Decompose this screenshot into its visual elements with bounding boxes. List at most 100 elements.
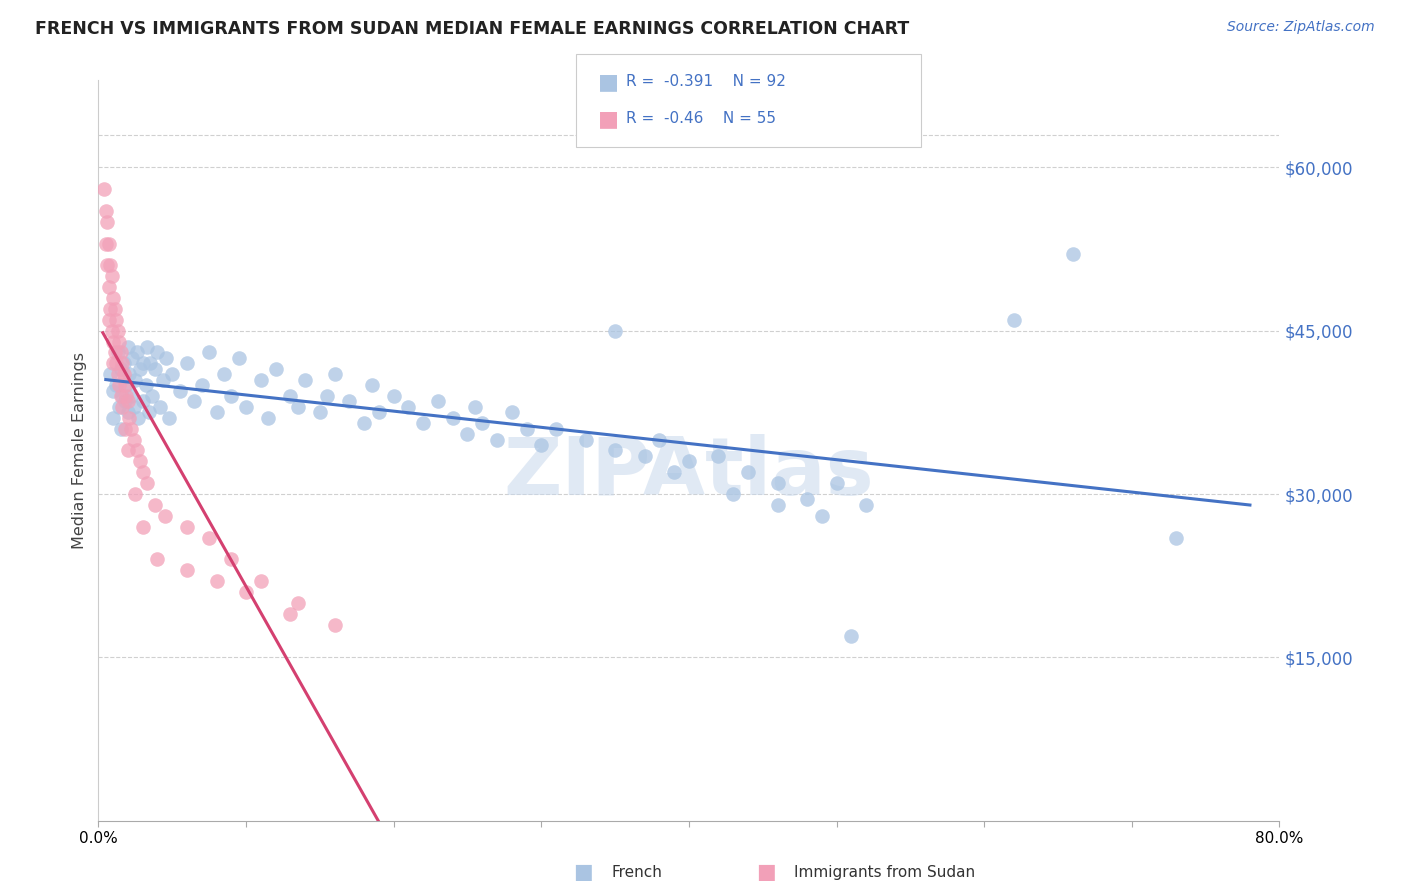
- Point: [501, 405, 523, 419]
- Text: ■: ■: [598, 109, 619, 129]
- Point: [339, 394, 361, 409]
- Point: [94, 236, 117, 251]
- Text: R =  -0.391    N = 92: R = -0.391 N = 92: [626, 74, 786, 89]
- Point: [110, 422, 132, 436]
- Point: [648, 433, 671, 447]
- Point: [398, 400, 420, 414]
- Point: [810, 508, 832, 523]
- Point: [108, 400, 131, 414]
- Point: [766, 476, 789, 491]
- Point: [122, 400, 145, 414]
- Point: [117, 443, 139, 458]
- Text: ■: ■: [598, 71, 619, 92]
- Point: [152, 373, 174, 387]
- Point: [205, 574, 228, 588]
- Point: [546, 422, 568, 436]
- Point: [115, 378, 138, 392]
- Point: [221, 552, 243, 566]
- Point: [138, 405, 160, 419]
- Point: [97, 236, 120, 251]
- Point: [141, 389, 163, 403]
- Point: [855, 498, 877, 512]
- Point: [707, 449, 730, 463]
- Point: [118, 368, 141, 382]
- Point: [235, 400, 257, 414]
- Point: [96, 215, 118, 229]
- Point: [605, 324, 627, 338]
- Point: [103, 291, 125, 305]
- Point: [105, 313, 128, 327]
- Point: [516, 422, 538, 436]
- Text: ■: ■: [756, 863, 776, 882]
- Point: [105, 378, 128, 392]
- Point: [221, 389, 243, 403]
- Point: [157, 410, 180, 425]
- Point: [825, 476, 848, 491]
- Point: [737, 465, 759, 479]
- Point: [316, 389, 339, 403]
- Point: [132, 465, 155, 479]
- Point: [100, 324, 122, 338]
- Point: [149, 400, 172, 414]
- Point: [117, 394, 139, 409]
- Point: [176, 519, 198, 533]
- Point: [93, 182, 115, 196]
- Point: [98, 368, 121, 382]
- Point: [1002, 313, 1025, 327]
- Point: [114, 394, 136, 409]
- Point: [191, 378, 214, 392]
- Point: [323, 368, 346, 382]
- Point: [198, 345, 221, 359]
- Point: [280, 389, 302, 403]
- Point: [121, 351, 143, 365]
- Point: [132, 356, 155, 370]
- Text: R =  -0.46    N = 55: R = -0.46 N = 55: [626, 112, 776, 127]
- Point: [723, 487, 745, 501]
- Point: [111, 356, 134, 370]
- Point: [323, 617, 346, 632]
- Point: [103, 384, 125, 398]
- Point: [118, 410, 141, 425]
- Point: [441, 410, 464, 425]
- Point: [183, 394, 205, 409]
- Point: [120, 422, 142, 436]
- Point: [128, 361, 150, 376]
- Point: [1062, 247, 1084, 261]
- Point: [136, 340, 159, 354]
- Point: [471, 416, 494, 430]
- Point: [132, 519, 155, 533]
- Point: [139, 356, 162, 370]
- Point: [110, 345, 132, 359]
- Point: [212, 368, 235, 382]
- Point: [664, 465, 686, 479]
- Point: [135, 378, 157, 392]
- Point: [169, 384, 191, 398]
- Point: [111, 389, 134, 403]
- Point: [111, 400, 134, 414]
- Point: [115, 389, 138, 403]
- Point: [146, 552, 169, 566]
- Point: [98, 259, 121, 273]
- Point: [107, 345, 129, 359]
- Point: [124, 373, 146, 387]
- Point: [103, 410, 125, 425]
- Point: [143, 361, 166, 376]
- Point: [796, 492, 818, 507]
- Point: [575, 433, 598, 447]
- Point: [103, 334, 125, 349]
- Point: [107, 368, 129, 382]
- Point: [153, 508, 176, 523]
- Point: [250, 373, 273, 387]
- Point: [280, 607, 302, 621]
- Point: [264, 361, 287, 376]
- Point: [309, 405, 332, 419]
- Point: [117, 340, 139, 354]
- Point: [117, 405, 139, 419]
- Point: [100, 269, 122, 284]
- Text: French: French: [612, 865, 662, 880]
- Point: [110, 361, 132, 376]
- Point: [486, 433, 509, 447]
- Point: [97, 280, 120, 294]
- Point: [110, 389, 132, 403]
- Point: [198, 531, 221, 545]
